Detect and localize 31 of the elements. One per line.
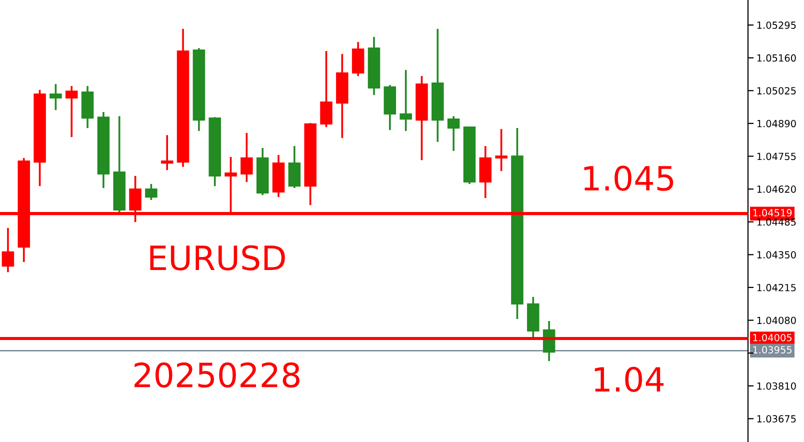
- y-tick-label: 1.03675: [757, 415, 796, 423]
- annotation: 1.045: [584, 166, 674, 191]
- y-tick-label: 1.04080: [757, 316, 796, 324]
- ref-line-label: 1.04519: [753, 209, 792, 216]
- candlestick: [65, 85, 78, 138]
- y-tick-label: 1.05160: [757, 54, 796, 62]
- candlestick: [240, 132, 253, 183]
- candlestick: [400, 69, 412, 132]
- y-tick-label: 1.04755: [757, 152, 796, 160]
- y-tick-label: 1.04890: [757, 120, 796, 128]
- annotation: 1.04: [594, 366, 664, 392]
- candlestick: [320, 50, 332, 128]
- y-tick-label: 1.04215: [757, 284, 796, 292]
- candlestick: [2, 227, 14, 274]
- y-tick-label: 1.03810: [757, 382, 796, 390]
- ref-line-label: 1.04005: [753, 334, 792, 342]
- candlestick: [50, 83, 62, 111]
- candlestick: [495, 128, 508, 172]
- candlestick: [160, 134, 174, 171]
- annotation: EURUSD: [150, 245, 285, 270]
- candlestick: [352, 41, 364, 77]
- candlestick: [288, 145, 301, 189]
- ref-line-label: 1.03955: [753, 346, 792, 354]
- y-tick-label: 1.04350: [757, 251, 796, 258]
- y-tick-label: 1.04620: [757, 186, 796, 193]
- y-tick-label: 1.05025: [757, 87, 796, 94]
- candlestick: [145, 183, 158, 201]
- annotation: 20250228: [134, 362, 300, 388]
- candlestick: [447, 115, 460, 152]
- y-tick-label: 1.05295: [757, 22, 796, 29]
- y-tick-label: 1.04485: [757, 218, 796, 226]
